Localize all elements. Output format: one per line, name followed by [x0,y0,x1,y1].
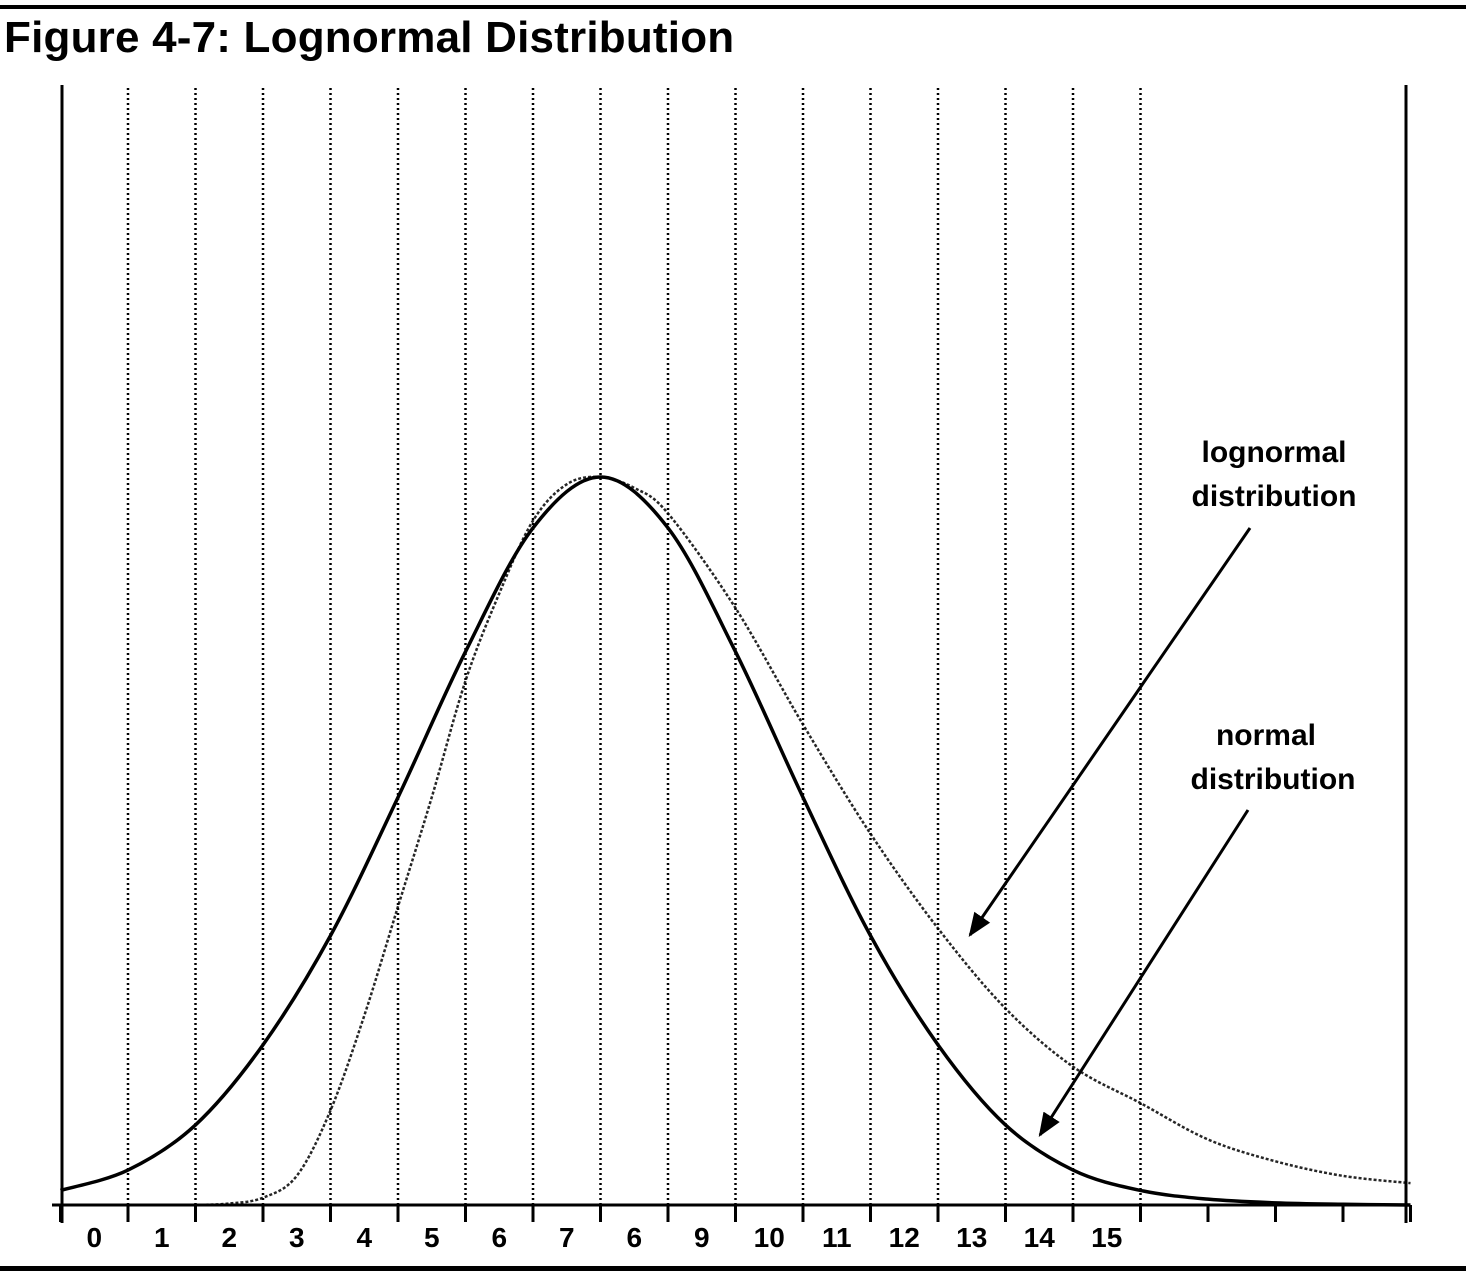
grid-lines [126,88,1142,1205]
x-tick-label: 6 [491,1222,507,1253]
x-tick-label: 10 [754,1222,785,1253]
x-tick-label: 12 [889,1222,920,1253]
x-tick-label: 9 [694,1222,710,1253]
normal-distribution-curve [59,475,1411,1207]
top-rule [0,5,1466,9]
figure-title: Figure 4-7: Lognormal Distribution [4,13,735,62]
x-tick-label: 3 [289,1222,305,1253]
normal-annotation: normal distribution [1038,719,1356,1138]
x-tick-label: 1 [154,1222,170,1253]
x-tick-label: 7 [559,1222,575,1253]
x-tick-label: 0 [86,1222,102,1253]
normal-arrow [1038,809,1250,1138]
x-ticks [59,1205,1412,1222]
series-layer [59,475,1411,1207]
lognormal-distribution-curve [195,475,1411,1207]
lognormal-label-line1: lognormal [1201,436,1346,469]
normal-label-line2: distribution [1191,763,1356,796]
x-tick-label: 4 [356,1222,372,1253]
x-tick-label: 2 [221,1222,237,1253]
lognormal-arrow [968,527,1252,937]
x-tick-label: 5 [424,1222,440,1253]
x-tick-label: 11 [822,1222,852,1253]
x-tick-label: 15 [1091,1222,1122,1253]
x-tick-label: 13 [956,1222,987,1253]
lognormal-annotation: lognormal distribution [968,436,1357,937]
lognormal-label-line2: distribution [1192,480,1357,513]
x-tick-label: 14 [1024,1222,1056,1253]
x-tick-labels: 0 1 2 3 4 5 6 7 6 9 10 11 12 13 14 15 [86,1222,1122,1253]
normal-label-line1: normal [1216,719,1316,752]
x-tick-label: 6 [626,1222,642,1253]
bottom-rule [0,1266,1466,1271]
